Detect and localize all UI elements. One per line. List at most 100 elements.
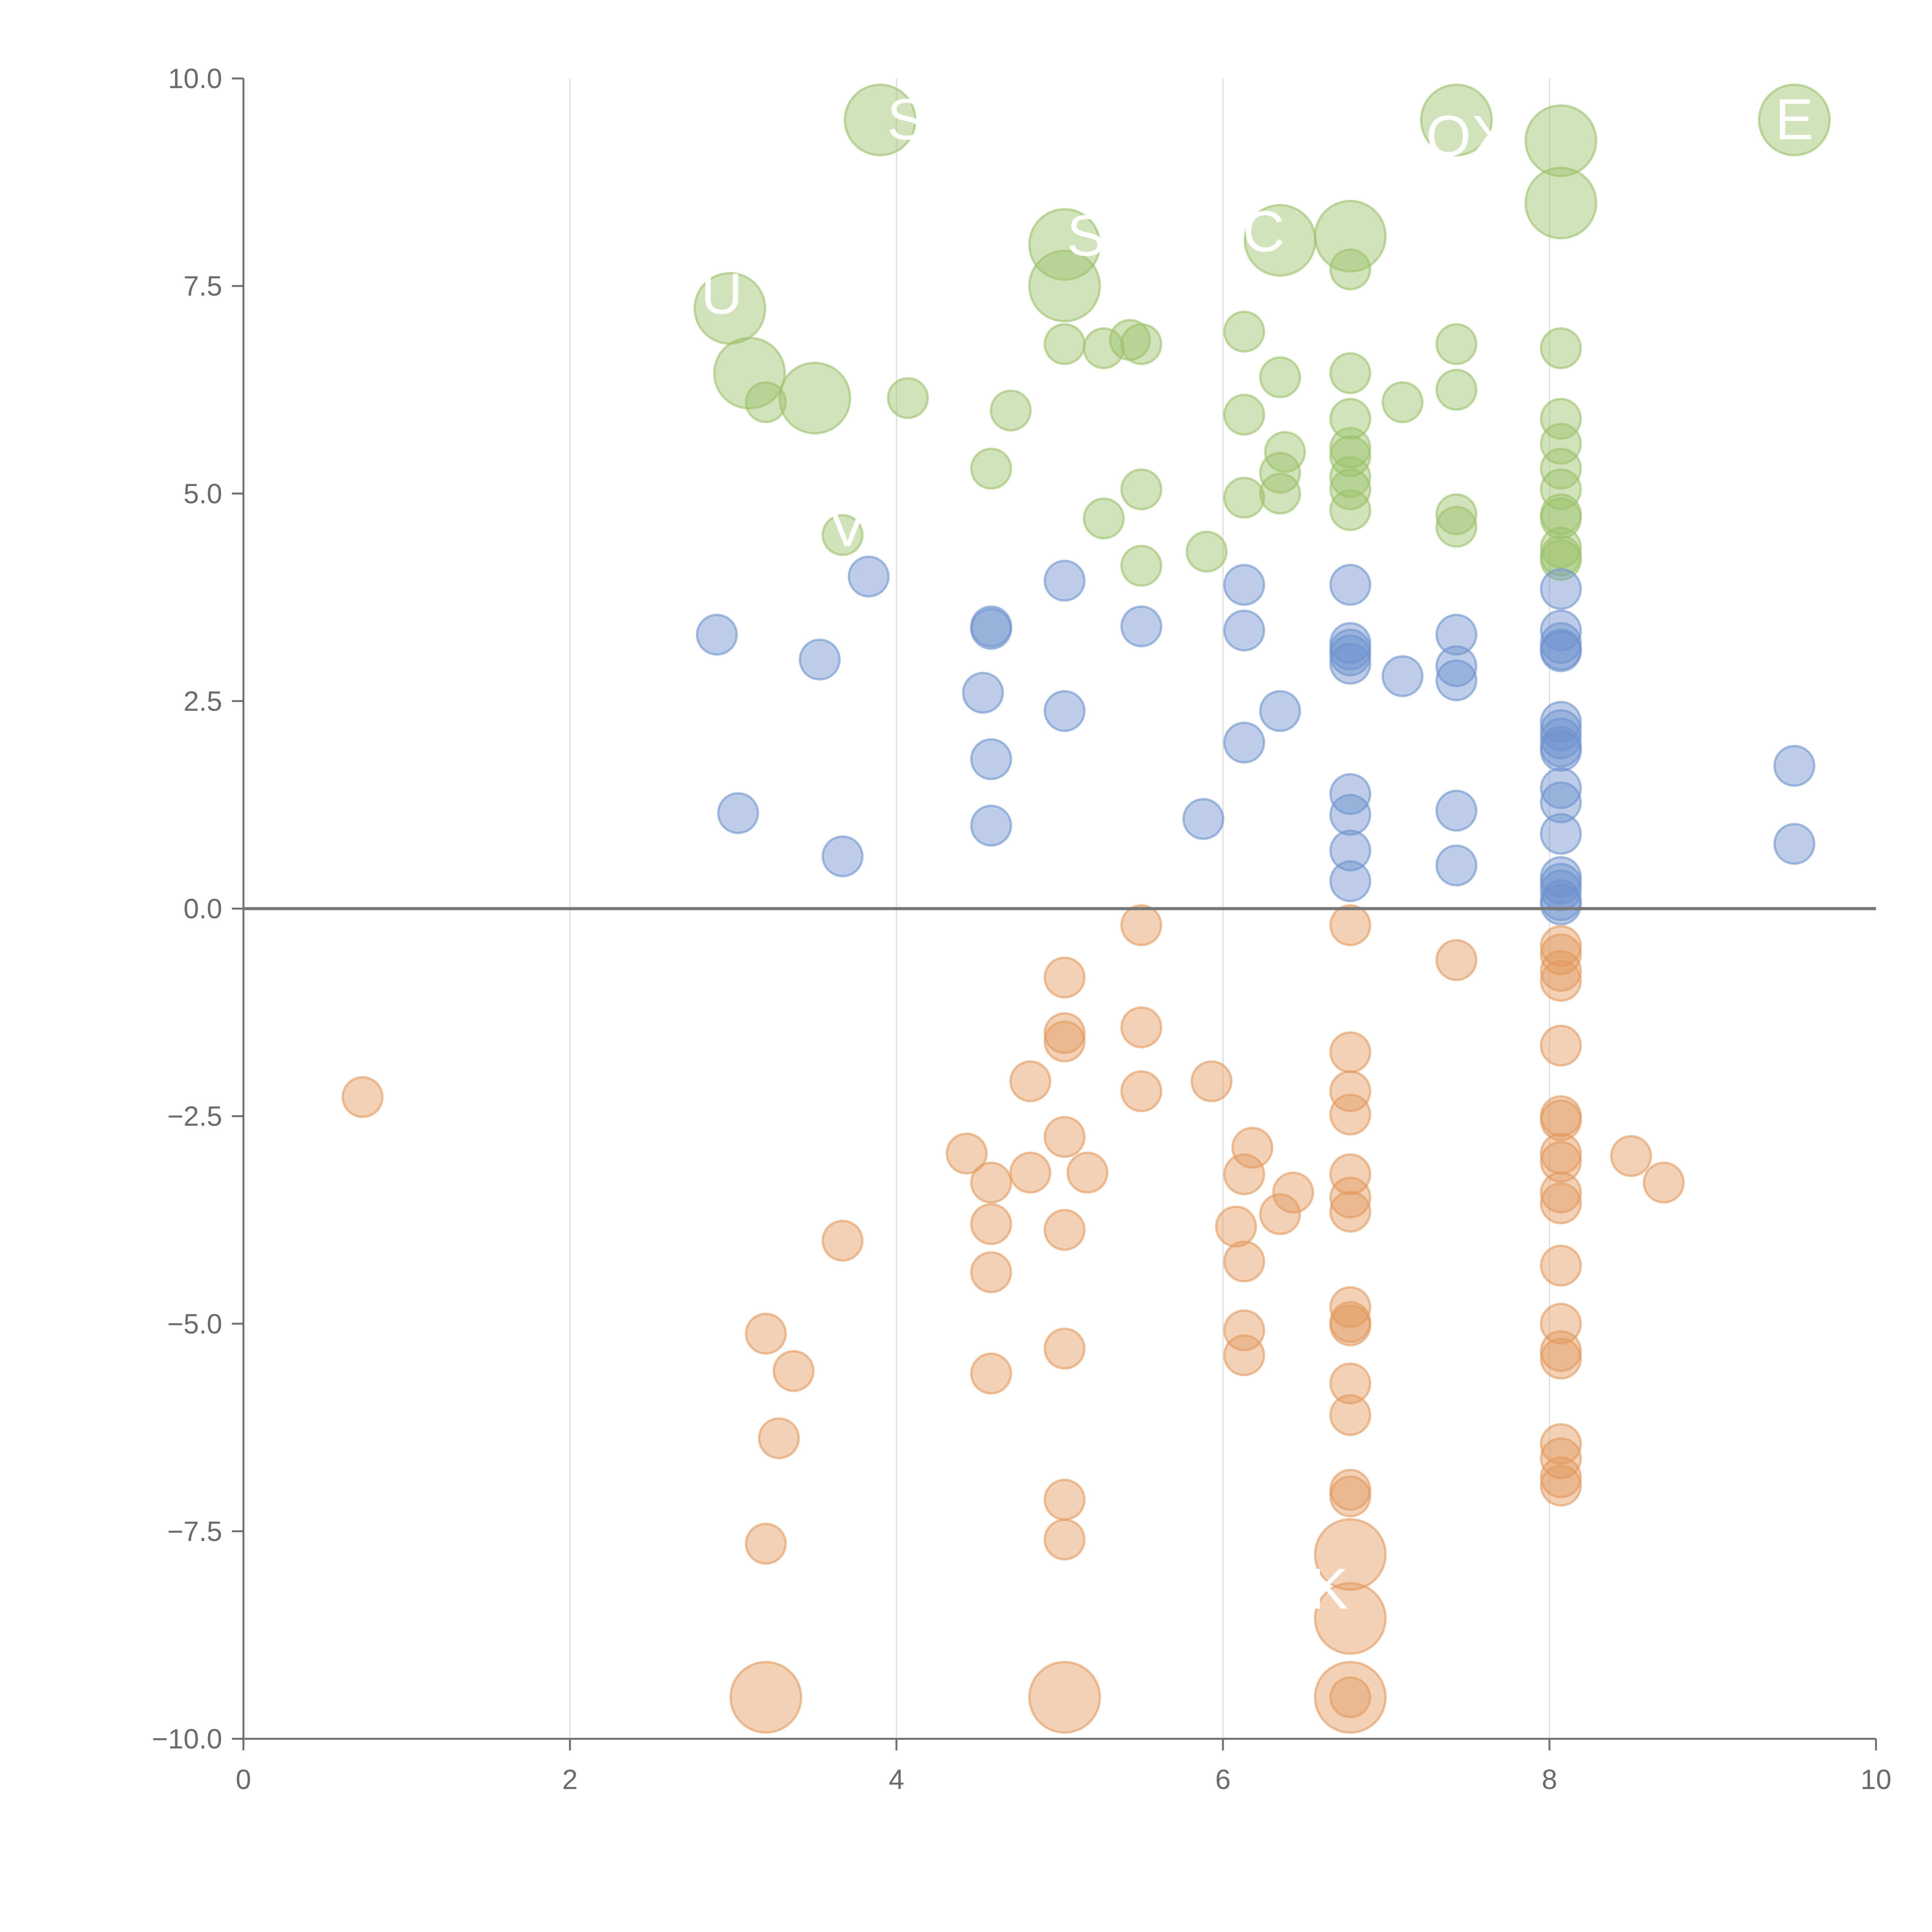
orange-point [1540,1171,1582,1214]
orange-point [1329,1153,1371,1196]
green-point [1329,398,1371,440]
blue-point [1435,645,1478,687]
blue-point [1773,823,1816,865]
orange-point [970,1352,1012,1395]
blue-point [1540,813,1582,855]
orange-point [1435,939,1478,981]
orange-point [1540,1423,1582,1465]
green-point [1120,323,1163,365]
orange-point [1540,1141,1582,1183]
orange-point [1314,1518,1387,1591]
orange-point [1540,1337,1582,1380]
green-point [1329,456,1371,498]
annotation-label: K [1310,1556,1349,1621]
orange-point [1215,1206,1257,1248]
orange-point [1540,1099,1582,1141]
orange-point [1223,1309,1265,1352]
blue-point [1381,655,1424,697]
orange-point [1066,1151,1109,1194]
green-point [1120,468,1163,510]
x-tick-label: 10 [1861,1764,1891,1795]
orange-point [1329,1190,1371,1233]
orange-point [1610,1135,1652,1177]
annotation-label: U [701,261,743,326]
blue-point [1259,690,1301,732]
orange-point [1329,1031,1371,1073]
blue-point [1435,614,1478,656]
y-tick-label: −10.0 [152,1724,222,1755]
orange-point [1190,1060,1233,1102]
orange-point [1540,1464,1582,1507]
y-tick-label: −2.5 [167,1101,222,1132]
tick-labels: 0 2 4 6 8 10 10.0 7.5 5.0 2.5 0.0 −2.5 −5.0 −7.5 −10.0 [152,63,1891,1795]
green-point [1524,104,1597,177]
blue-point [1043,560,1086,602]
orange-point [1043,1519,1086,1561]
orange-point [1009,1151,1051,1194]
orange-point [1329,1475,1371,1517]
annotations: S OX E SO C U V K [701,87,1814,1621]
orange-point [1120,1070,1163,1112]
green-point [990,389,1032,432]
orange-point [1329,1676,1371,1718]
blue-point [1329,643,1371,685]
orange-point [1231,1126,1274,1169]
annotation-label: C [1243,199,1284,264]
green-point [1083,327,1125,369]
orange-point [1540,1182,1582,1225]
x-tick-label: 8 [1542,1764,1557,1795]
orange-point [1329,904,1371,946]
green-point [1043,323,1086,365]
green-point [1028,249,1101,323]
blue-point [970,608,1012,650]
orange-point [1329,1394,1371,1436]
green-point [1524,167,1597,240]
blue-point [1120,605,1163,648]
orange-point [1259,1193,1301,1235]
blue-point [1540,869,1582,912]
green-point [1435,505,1478,548]
orange-point [1643,1162,1685,1204]
green-point [1540,497,1582,540]
orange-point [970,1251,1012,1293]
green-point [1540,398,1582,440]
orange-point [772,1350,815,1392]
orange-point [1329,1304,1371,1347]
orange-point [758,1417,800,1459]
orange-point [1329,1362,1371,1405]
x-tick-label: 6 [1215,1764,1231,1795]
blue-point [1223,564,1265,606]
blue-point [1540,883,1582,926]
orange-point [729,1661,803,1734]
blue-point [1329,860,1371,902]
orange-point [1009,1060,1051,1102]
orange-point [1223,1153,1265,1196]
y-tick-label: 0.0 [184,894,222,925]
orange-point [1223,1334,1265,1376]
x-tick-label: 0 [236,1764,251,1795]
orange-point [821,1219,864,1262]
orange-point [1043,1327,1086,1370]
orange-point [1043,956,1086,999]
green-point [1223,393,1265,436]
green-point [1329,248,1371,291]
green-point [821,514,864,556]
green-point [1435,493,1478,536]
orange-point [745,1522,787,1565]
orange-point [1540,960,1582,1002]
orange-point [1043,1116,1086,1158]
orange-point [1043,1478,1086,1521]
green-point [1259,472,1301,515]
orange-point [1329,1094,1371,1136]
green-point [1185,531,1228,573]
orange-point [1120,1006,1163,1049]
orange-point [1329,1176,1371,1219]
data-points [342,83,1831,1734]
orange-point [1314,1582,1387,1655]
blue-point [1773,745,1816,787]
green-point [844,83,917,156]
y-tick-label: −7.5 [167,1516,222,1547]
green-point [778,361,851,435]
x-tick-label: 4 [889,1764,904,1795]
blue-point [717,792,759,834]
